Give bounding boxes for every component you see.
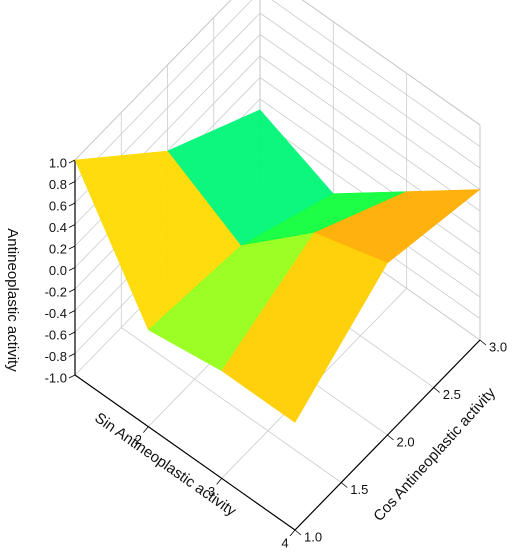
tick-mark (68, 245, 76, 250)
x-axis (74, 374, 296, 531)
tick-mark (340, 482, 348, 488)
tick-mark (143, 426, 149, 433)
grid-line (259, 55, 481, 212)
x-axis-title: Sin Antineoplastic activity (91, 409, 239, 520)
box-edge (301, 0, 481, 126)
z-axis-title: Antineoplastic activity (4, 228, 21, 372)
tick-mark (68, 267, 76, 271)
tick-mark (387, 434, 394, 441)
z-tick-label: 0.6 (49, 198, 67, 213)
x-tick-label: 3 (208, 484, 215, 499)
x-tick-label: 2 (135, 432, 142, 447)
tick-mark (68, 374, 76, 379)
y-tick-label: 2.0 (397, 434, 415, 449)
grid-line (121, 327, 342, 483)
tick-mark (68, 310, 76, 314)
z-tick-label: -0.2 (45, 284, 67, 299)
y-tick-label: 1.5 (350, 482, 368, 497)
grid-line (259, 98, 481, 255)
surface-patch (221, 232, 388, 423)
y-tick-label: 3.0 (489, 339, 507, 354)
y-axis-title: Cos Antineoplastic activity (370, 384, 499, 525)
tick-mark (68, 288, 76, 293)
z-tick-label: 0.0 (49, 263, 67, 278)
z-tick-label: -0.8 (45, 349, 67, 364)
grid-line (259, 12, 481, 169)
tick-mark (68, 159, 76, 164)
z-tick-label: 1.0 (49, 155, 67, 170)
z-tick-label: -0.6 (45, 327, 67, 342)
z-tick-label: -0.4 (45, 306, 67, 321)
grid-line (259, 34, 481, 190)
tick-mark (68, 181, 76, 185)
z-tick-label: 0.2 (49, 241, 67, 256)
tick-mark (68, 224, 76, 228)
tick-mark (68, 202, 76, 207)
z-tick-label: 0.8 (49, 177, 67, 192)
tick-mark (479, 339, 487, 346)
tick-mark (289, 529, 296, 537)
z-tick-label: -1.0 (45, 370, 67, 385)
tick-mark (294, 529, 302, 536)
x-tick-label: 4 (281, 535, 288, 550)
z-tick-label: 0.4 (49, 220, 67, 235)
y-tick-label: 2.5 (443, 387, 461, 402)
tick-mark (68, 353, 76, 357)
grid-line (301, 0, 481, 126)
tick-mark (68, 331, 76, 336)
grid-line (271, 0, 481, 147)
tick-mark (216, 478, 222, 485)
tick-mark (433, 387, 441, 393)
y-tick-label: 1.0 (304, 529, 322, 544)
